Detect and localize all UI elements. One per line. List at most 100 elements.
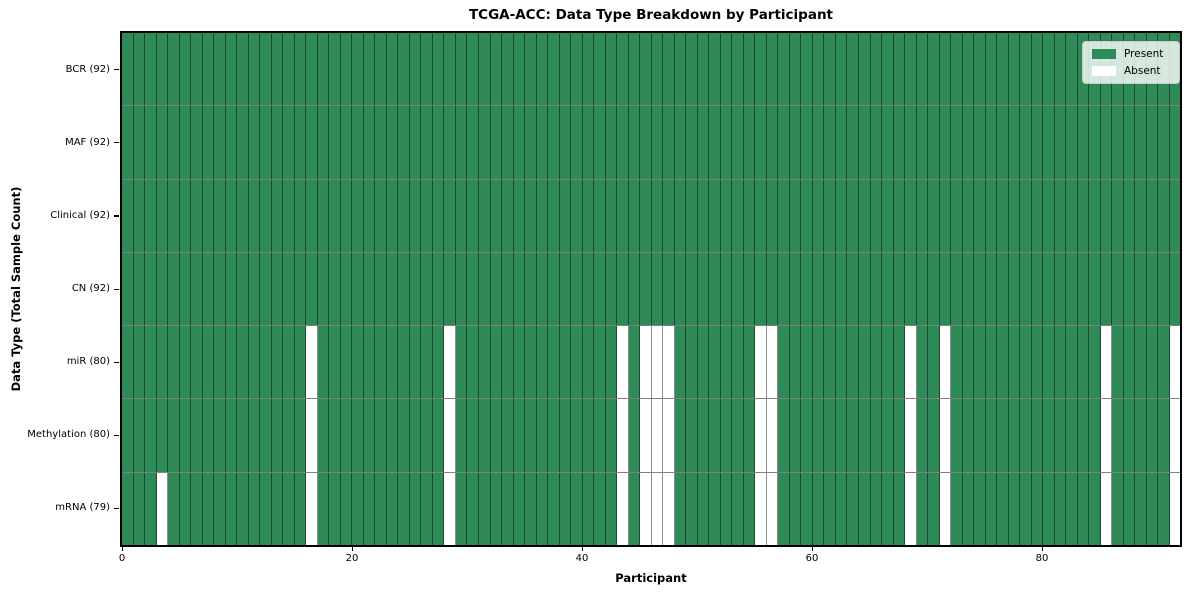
heatmap-cell [905, 33, 917, 106]
heatmap-cell [283, 326, 295, 399]
heatmap-cell [1089, 472, 1101, 545]
heatmap-cell [882, 252, 894, 326]
heatmap-cell [571, 472, 583, 545]
heatmap-cell [225, 252, 238, 326]
heatmap-cell [709, 326, 721, 399]
heatmap-cell [122, 326, 134, 399]
heatmap-cell [997, 33, 1009, 106]
heatmap-cell [916, 399, 929, 472]
heatmap-cell [985, 326, 998, 399]
heatmap-cell [179, 399, 192, 472]
heatmap-cell [248, 179, 261, 252]
heatmap-cell [640, 399, 652, 472]
legend-item-present: Present [1092, 48, 1170, 60]
heatmap-cell [191, 252, 203, 326]
heatmap-cell [340, 252, 353, 326]
heatmap-cell [801, 33, 813, 106]
heatmap-cell [398, 106, 410, 179]
heatmap-cell [559, 33, 572, 106]
heatmap-cell [467, 179, 479, 252]
heatmap-cell [859, 472, 871, 545]
heatmap-cell [525, 179, 537, 252]
heatmap-cell [1123, 179, 1136, 252]
heatmap-cell [513, 106, 526, 179]
heatmap-cell [271, 252, 284, 326]
y-tick-label: mRNA (79) [55, 502, 110, 514]
heatmap-cell [122, 252, 134, 326]
heatmap-cell [628, 106, 641, 179]
heatmap-cell [709, 472, 721, 545]
heatmap-row-maf [122, 105, 1181, 179]
heatmap-cell [997, 106, 1009, 179]
heatmap-cell [674, 252, 687, 326]
heatmap-cell [1054, 179, 1067, 252]
heatmap-cell [1043, 399, 1055, 472]
heatmap-cell [248, 252, 261, 326]
heatmap-cell [617, 326, 629, 399]
heatmap-cell [386, 179, 399, 252]
heatmap-cell [260, 326, 272, 399]
heatmap-cell [363, 106, 376, 179]
heatmap-cell [1066, 179, 1078, 252]
heatmap-cell [1043, 252, 1055, 326]
heatmap-cell [893, 252, 906, 326]
heatmap-cell [478, 252, 491, 326]
heatmap-cell [789, 326, 802, 399]
heatmap-cell [628, 472, 641, 545]
heatmap-cell [847, 326, 859, 399]
heatmap-cell [870, 472, 883, 545]
heatmap-cell [536, 252, 549, 326]
heatmap-cell [732, 472, 744, 545]
y-tick-mark [114, 361, 119, 363]
heatmap-cell [628, 326, 641, 399]
heatmap-cell [271, 399, 284, 472]
heatmap-cell [536, 472, 549, 545]
heatmap-cell [812, 106, 825, 179]
heatmap-cell [1008, 399, 1021, 472]
heatmap-cell [1112, 106, 1124, 179]
heatmap-cell [893, 326, 906, 399]
heatmap-cell [617, 252, 629, 326]
heatmap-cell [202, 179, 215, 252]
heatmap-cell [594, 33, 606, 106]
heatmap-cell [502, 472, 514, 545]
heatmap-cell [271, 326, 284, 399]
heatmap-cell [663, 399, 675, 472]
heatmap-cell [386, 106, 399, 179]
heatmap-cell [859, 326, 871, 399]
heatmap-cell [1112, 326, 1124, 399]
heatmap-cell [409, 179, 422, 252]
heatmap-cell [974, 472, 986, 545]
heatmap-cell [363, 399, 376, 472]
heatmap-cell [582, 179, 595, 252]
heatmap-cell [168, 252, 180, 326]
heatmap-cell [743, 472, 756, 545]
heatmap-cell [905, 326, 917, 399]
heatmap-cell [882, 399, 894, 472]
heatmap-cell [732, 252, 744, 326]
heatmap-cell [582, 399, 595, 472]
heatmap-cell [951, 399, 963, 472]
heatmap-cell [1158, 472, 1170, 545]
heatmap-cell [260, 179, 272, 252]
heatmap-cell [1158, 106, 1170, 179]
heatmap-cell [1008, 179, 1021, 252]
heatmap-cell [1077, 106, 1090, 179]
heatmap-cell [651, 106, 664, 179]
heatmap-cell [1169, 252, 1181, 326]
heatmap-cell [375, 252, 387, 326]
heatmap-cell [985, 179, 998, 252]
heatmap-cell [571, 106, 583, 179]
heatmap-cell [1135, 106, 1147, 179]
heatmap-cell [179, 33, 192, 106]
heatmap-cell [571, 179, 583, 252]
heatmap-cell [340, 106, 353, 179]
heatmap-cell [882, 326, 894, 399]
heatmap-cell [1077, 472, 1090, 545]
heatmap-cell [582, 472, 595, 545]
heatmap-cell [686, 252, 698, 326]
heatmap-cell [847, 399, 859, 472]
heatmap-cell [306, 399, 318, 472]
heatmap-cell [732, 33, 744, 106]
